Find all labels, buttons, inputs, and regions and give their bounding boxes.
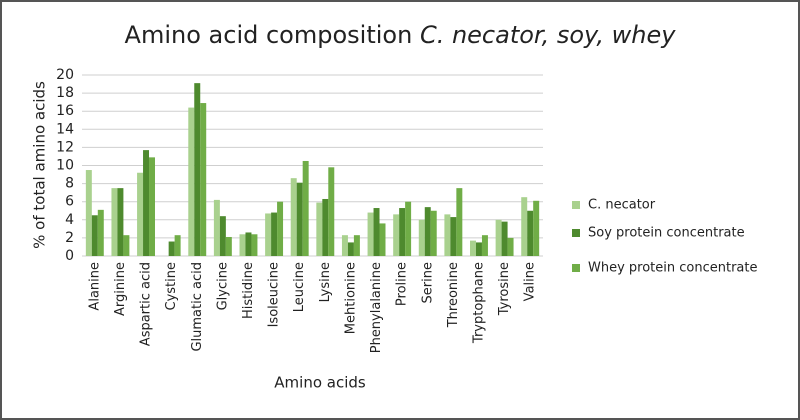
x-tick-label: Isoleucine bbox=[267, 262, 282, 327]
bar bbox=[174, 235, 181, 256]
legend-label: Soy protein concentrate bbox=[588, 226, 745, 241]
legend-swatch bbox=[572, 229, 580, 237]
x-tick-label: Threonine bbox=[446, 262, 461, 328]
x-tick-label: Serine bbox=[420, 262, 435, 303]
bar bbox=[149, 157, 155, 256]
x-tick-label: Tryptophane bbox=[471, 262, 486, 344]
x-tick-label: Alanine bbox=[87, 262, 102, 311]
y-tick-label: 12 bbox=[56, 139, 74, 155]
bar bbox=[200, 103, 207, 257]
bar bbox=[347, 242, 354, 256]
y-tick-label: 0 bbox=[65, 248, 74, 264]
title-main: Amino acid composition bbox=[125, 21, 413, 49]
bar bbox=[97, 209, 104, 256]
bar bbox=[501, 221, 508, 256]
bar bbox=[507, 237, 514, 256]
bar bbox=[399, 208, 406, 256]
x-tick-label: Valine bbox=[523, 262, 538, 301]
x-tick-label: Histidine bbox=[241, 262, 256, 319]
bar bbox=[123, 235, 130, 256]
y-tick-label: 8 bbox=[65, 176, 74, 192]
bar bbox=[328, 167, 335, 256]
x-tick-label: Cystine bbox=[164, 262, 179, 311]
x-tick-label: Glycine bbox=[215, 262, 230, 310]
y-tick-label: 20 bbox=[56, 67, 74, 83]
bar bbox=[444, 214, 451, 256]
x-tick-label: Glumatic acid bbox=[190, 262, 205, 352]
bar bbox=[296, 182, 303, 256]
bar bbox=[245, 232, 252, 256]
bar bbox=[373, 208, 380, 256]
y-tick-label: 16 bbox=[56, 103, 74, 119]
x-tick-label: Lysine bbox=[318, 262, 333, 302]
bar bbox=[450, 217, 457, 256]
x-axis-title: Amino acids bbox=[274, 374, 366, 392]
legend-swatch bbox=[572, 264, 580, 272]
bar bbox=[302, 160, 309, 256]
bar bbox=[239, 234, 246, 256]
x-tick-label: Phenylalanine bbox=[369, 262, 384, 353]
bar bbox=[424, 207, 431, 256]
bar bbox=[265, 213, 272, 256]
x-tick-label: Mehtionine bbox=[343, 262, 358, 334]
bar bbox=[117, 188, 124, 256]
bar bbox=[137, 172, 144, 256]
bar bbox=[430, 210, 437, 256]
bar bbox=[367, 212, 374, 256]
bar bbox=[533, 200, 540, 256]
y-axis-title: % of total amino acids bbox=[31, 81, 49, 249]
y-tick-label: 14 bbox=[56, 121, 74, 137]
legend-label: Whey protein concentrate bbox=[588, 261, 758, 276]
y-tick-label: 10 bbox=[56, 158, 74, 174]
x-tick-label: Aspartic acid bbox=[139, 262, 154, 346]
bar bbox=[470, 240, 476, 256]
bar bbox=[271, 212, 278, 256]
bar bbox=[188, 107, 195, 256]
bar bbox=[521, 197, 528, 256]
bar bbox=[225, 236, 232, 256]
bar bbox=[277, 201, 284, 256]
bar bbox=[481, 235, 488, 256]
bar bbox=[353, 235, 360, 256]
x-tick-label: Leucine bbox=[292, 262, 307, 312]
y-tick-label: 18 bbox=[56, 85, 74, 101]
bar bbox=[475, 242, 482, 256]
bar bbox=[393, 214, 400, 256]
bar bbox=[168, 241, 175, 256]
bar bbox=[341, 235, 348, 256]
x-tick-label: Tyrosine bbox=[497, 262, 512, 316]
bar bbox=[251, 234, 258, 256]
title-emphasis: C. necator, soy, whey bbox=[420, 21, 676, 49]
bar bbox=[91, 215, 98, 256]
x-tick-label: Arginine bbox=[113, 262, 128, 316]
y-tick-label: 6 bbox=[65, 194, 74, 210]
bar bbox=[85, 170, 92, 256]
x-tick-label: Proline bbox=[395, 262, 410, 306]
bar bbox=[322, 198, 329, 256]
y-tick-label: 4 bbox=[65, 212, 74, 228]
bar bbox=[290, 178, 297, 256]
bar bbox=[316, 202, 323, 256]
bar bbox=[405, 201, 412, 256]
bar bbox=[527, 210, 534, 256]
chart-title: Amino acid composition C. necator, soy, … bbox=[125, 21, 677, 49]
y-tick-label: 2 bbox=[65, 230, 74, 246]
bar bbox=[143, 150, 150, 256]
bar bbox=[219, 216, 226, 256]
bar bbox=[194, 83, 201, 257]
bar bbox=[495, 219, 502, 256]
bar bbox=[111, 188, 118, 256]
legend-swatch bbox=[572, 201, 580, 209]
bar bbox=[456, 188, 463, 256]
bar bbox=[379, 223, 386, 256]
bar bbox=[418, 219, 425, 256]
legend-label: C. necator bbox=[588, 198, 656, 213]
bar bbox=[213, 199, 220, 256]
